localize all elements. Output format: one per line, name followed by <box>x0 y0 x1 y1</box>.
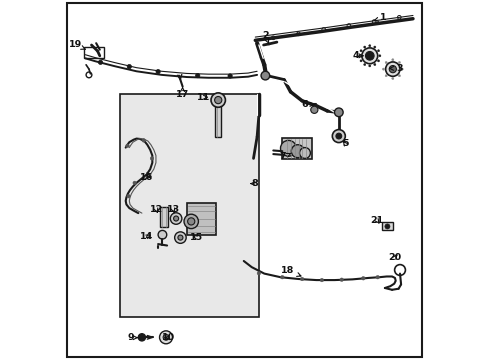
Circle shape <box>163 334 168 340</box>
Text: 3: 3 <box>389 64 402 73</box>
Circle shape <box>335 133 341 139</box>
Circle shape <box>359 60 362 62</box>
Text: 15: 15 <box>190 233 203 242</box>
Circle shape <box>385 75 386 77</box>
Circle shape <box>127 64 131 69</box>
Circle shape <box>174 232 186 243</box>
Circle shape <box>126 194 130 198</box>
Text: 2: 2 <box>262 31 268 43</box>
Circle shape <box>280 140 296 156</box>
Circle shape <box>385 62 399 76</box>
Bar <box>186 203 216 235</box>
Circle shape <box>332 130 345 143</box>
Text: 16: 16 <box>140 173 153 181</box>
Circle shape <box>280 275 284 279</box>
Bar <box>84 47 104 58</box>
Circle shape <box>227 74 232 78</box>
Text: 17: 17 <box>176 87 189 99</box>
Circle shape <box>299 148 310 158</box>
Text: 13: 13 <box>166 205 180 214</box>
Circle shape <box>170 213 182 224</box>
Circle shape <box>378 55 380 57</box>
Circle shape <box>375 275 379 279</box>
Circle shape <box>257 271 260 275</box>
Circle shape <box>388 66 396 73</box>
Circle shape <box>138 334 145 341</box>
Circle shape <box>384 224 389 229</box>
Bar <box>160 207 168 227</box>
Bar <box>120 94 258 317</box>
Circle shape <box>195 73 200 78</box>
Text: 6: 6 <box>301 100 313 109</box>
Circle shape <box>368 45 370 47</box>
Circle shape <box>133 181 136 185</box>
Circle shape <box>377 60 379 62</box>
Text: 1: 1 <box>373 13 386 22</box>
Circle shape <box>261 71 269 80</box>
Circle shape <box>359 50 362 52</box>
Circle shape <box>158 230 166 239</box>
Text: 18: 18 <box>281 266 300 276</box>
Text: 11: 11 <box>196 93 209 102</box>
Text: 19: 19 <box>68 40 85 49</box>
Circle shape <box>334 108 343 117</box>
Circle shape <box>363 63 365 66</box>
Text: 14: 14 <box>140 233 153 241</box>
Circle shape <box>150 157 153 160</box>
Circle shape <box>291 145 304 158</box>
Bar <box>282 138 311 159</box>
Text: 5: 5 <box>341 139 348 148</box>
Circle shape <box>159 331 172 344</box>
Text: 21: 21 <box>369 216 383 225</box>
Circle shape <box>358 55 360 57</box>
Text: 9: 9 <box>127 333 137 342</box>
Circle shape <box>391 59 393 61</box>
Circle shape <box>361 48 377 64</box>
Circle shape <box>310 106 317 113</box>
Circle shape <box>125 144 129 148</box>
Circle shape <box>391 77 393 80</box>
Text: 4: 4 <box>352 51 362 60</box>
Circle shape <box>183 214 198 229</box>
Circle shape <box>178 235 183 240</box>
Circle shape <box>187 218 194 225</box>
Circle shape <box>377 50 379 52</box>
Circle shape <box>368 65 370 67</box>
Circle shape <box>142 139 145 142</box>
Text: 20: 20 <box>387 253 401 262</box>
Circle shape <box>400 68 403 70</box>
Circle shape <box>361 276 365 280</box>
Circle shape <box>320 278 323 282</box>
Text: 12: 12 <box>149 205 163 214</box>
Bar <box>381 222 392 230</box>
Circle shape <box>211 93 225 107</box>
Circle shape <box>373 46 375 48</box>
Circle shape <box>339 278 343 282</box>
Text: 10: 10 <box>162 333 174 342</box>
Circle shape <box>382 68 384 70</box>
Bar <box>215 103 221 137</box>
Circle shape <box>385 62 386 64</box>
Circle shape <box>365 51 373 60</box>
Circle shape <box>300 277 303 281</box>
Circle shape <box>363 46 365 48</box>
Circle shape <box>398 62 400 64</box>
Circle shape <box>98 60 102 64</box>
Circle shape <box>173 216 178 221</box>
Circle shape <box>398 75 400 77</box>
Text: 7: 7 <box>279 153 291 161</box>
Circle shape <box>373 63 375 66</box>
Text: 8: 8 <box>250 179 258 188</box>
Circle shape <box>214 96 222 104</box>
Circle shape <box>156 69 160 74</box>
